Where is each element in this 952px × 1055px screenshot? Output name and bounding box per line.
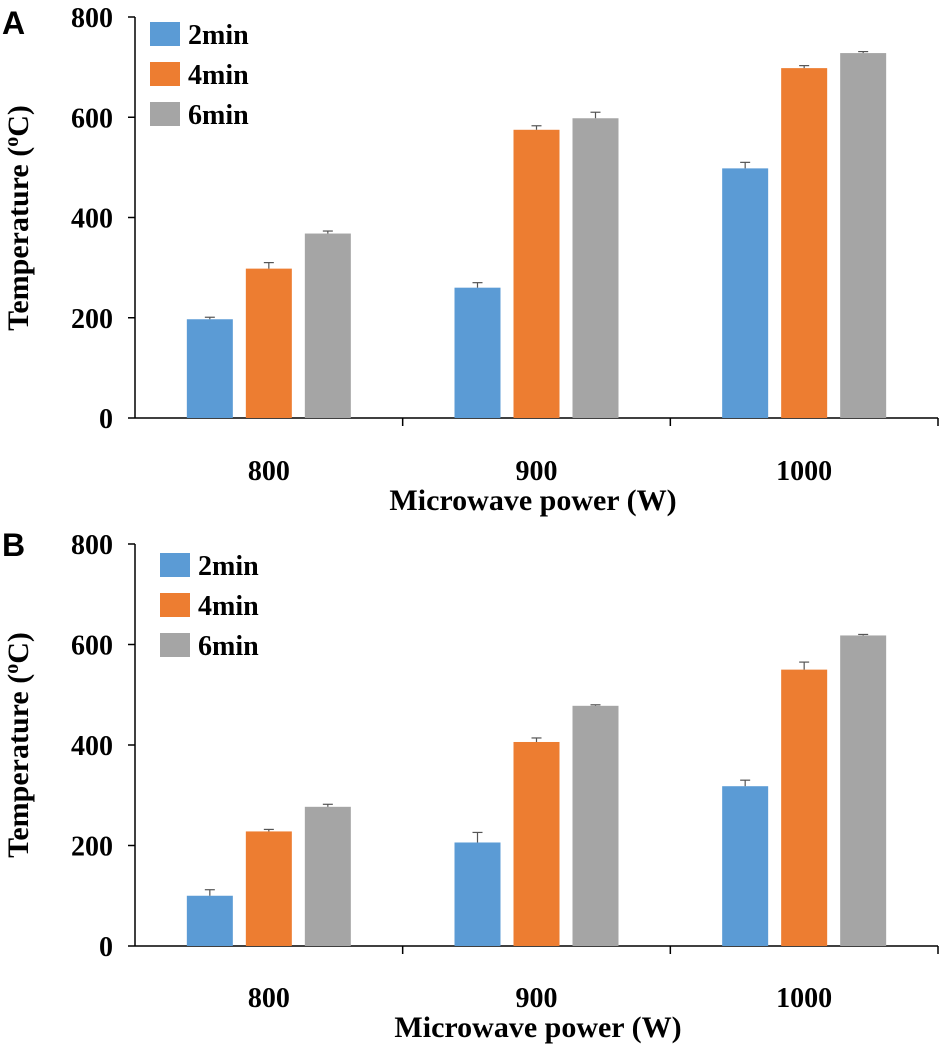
x-tick-label: 900 xyxy=(516,456,558,487)
chart-panel-a: A 0 200 400 600 800 800 900 1000 2min 4min 6min M… xyxy=(1,3,939,517)
y-tick-label: 800 xyxy=(71,3,113,34)
bar-6min-1000 xyxy=(840,53,887,419)
bars xyxy=(186,50,887,419)
panel-label: B xyxy=(2,527,25,563)
legend: 2min 4min 6min xyxy=(160,551,259,662)
legend: 2min 4min 6min xyxy=(150,20,249,131)
y-tick-label: 600 xyxy=(71,631,113,662)
y-tick-label: 400 xyxy=(71,731,113,762)
y-tick-label: 0 xyxy=(99,932,113,963)
y-axis-title-sup: o xyxy=(1,664,23,674)
bar-6min-900 xyxy=(572,118,619,418)
y-axis-title-suffix: C) xyxy=(2,105,35,137)
x-tick-label: 800 xyxy=(248,456,290,487)
legend-label-6min: 6min xyxy=(198,631,259,662)
y-axis-title-prefix: Temperature ( xyxy=(2,147,35,331)
bar-6min-800 xyxy=(304,806,351,946)
bar-4min-1000 xyxy=(781,68,828,418)
chart-panel-b: B 0 200 400 600 800 800 900 1000 2min 4min 6min M… xyxy=(1,527,939,1044)
legend-label-4min: 4min xyxy=(188,60,249,91)
panel-label: A xyxy=(2,5,25,41)
legend-swatch-6min xyxy=(160,633,190,657)
y-axis-title-sup: o xyxy=(1,137,23,147)
y-axis-title: Temperature (oC) xyxy=(1,632,35,858)
axes: 0 200 400 600 800 800 900 1000 xyxy=(71,3,939,487)
y-tick-label: 600 xyxy=(71,103,113,134)
y-axis-title-suffix: C) xyxy=(2,632,35,664)
legend-label-4min: 4min xyxy=(198,591,259,622)
bar-6min-800 xyxy=(304,233,351,418)
bar-4min-800 xyxy=(245,268,292,418)
y-tick-label: 200 xyxy=(71,832,113,863)
legend-swatch-4min xyxy=(150,62,180,86)
bar-6min-900 xyxy=(572,705,619,946)
bar-2min-800 xyxy=(186,895,233,946)
bar-4min-900 xyxy=(513,741,560,946)
x-tick-label: 1000 xyxy=(776,456,832,487)
legend-swatch-6min xyxy=(150,102,180,126)
bar-2min-900 xyxy=(454,287,501,418)
bar-4min-1000 xyxy=(781,669,828,946)
bars xyxy=(186,633,887,946)
x-tick-label: 900 xyxy=(516,983,558,1014)
y-tick-label: 0 xyxy=(99,404,113,435)
y-axis-title: Temperature (oC) xyxy=(1,105,35,331)
y-tick-label: 400 xyxy=(71,204,113,235)
x-axis-title: Microwave power (W) xyxy=(394,1011,681,1044)
bar-4min-900 xyxy=(513,129,560,418)
y-tick-label: 800 xyxy=(71,530,113,561)
legend-label-6min: 6min xyxy=(188,100,249,131)
bar-6min-1000 xyxy=(840,635,887,946)
x-tick-label: 1000 xyxy=(776,983,832,1014)
legend-label-2min: 2min xyxy=(188,20,249,51)
legend-swatch-2min xyxy=(150,22,180,46)
legend-label-2min: 2min xyxy=(198,551,259,582)
bar-2min-1000 xyxy=(722,168,769,418)
legend-swatch-2min xyxy=(160,553,190,577)
legend-swatch-4min xyxy=(160,593,190,617)
x-tick-label: 800 xyxy=(248,983,290,1014)
bar-2min-900 xyxy=(454,842,501,946)
y-axis-title-prefix: Temperature ( xyxy=(2,674,35,858)
bar-2min-1000 xyxy=(722,786,769,946)
bar-2min-800 xyxy=(186,319,233,418)
y-tick-label: 200 xyxy=(71,304,113,335)
x-axis-title: Microwave power (W) xyxy=(389,484,676,517)
bar-4min-800 xyxy=(245,831,292,946)
